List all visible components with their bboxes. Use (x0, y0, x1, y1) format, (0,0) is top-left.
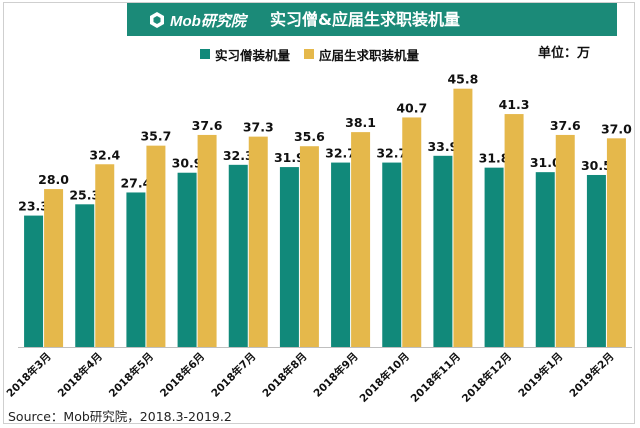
bar-series-2-12 (606, 138, 626, 347)
data-label-series-1-2: 25.3 (69, 187, 100, 202)
legend-label-series-1: 实习僧装机量 (215, 47, 291, 63)
bar-series-2-7 (351, 132, 371, 347)
brand-name: Mob研究院 (170, 12, 246, 30)
data-label-series-1-8: 32.7 (376, 146, 407, 161)
x-tick-label-9: 2018年11月 (408, 350, 463, 405)
bar-series-1-2 (75, 204, 95, 347)
data-label-series-2-7: 38.1 (345, 115, 376, 130)
data-label-series-1-4: 30.9 (172, 156, 203, 171)
bar-series-2-1 (44, 189, 64, 347)
bar-series-2-3 (146, 145, 166, 347)
bar-series-2-2 (95, 164, 115, 347)
data-label-series-1-10: 31.8 (479, 151, 510, 166)
legend-label-series-2: 应届生求职装机量 (319, 47, 420, 63)
bar-series-1-10 (484, 167, 504, 347)
data-label-series-2-10: 41.3 (499, 97, 530, 112)
data-label-series-2-4: 37.6 (192, 118, 223, 133)
mob-hexagon-logo-icon (150, 12, 164, 28)
x-tick-label-3: 2018年5月 (106, 350, 156, 400)
data-label-series-1-1: 23.3 (18, 199, 49, 214)
title-bar (127, 3, 617, 36)
x-tick-label-6: 2018年8月 (260, 350, 310, 400)
legend-swatch-series-2 (304, 49, 315, 59)
data-label-series-1-5: 32.3 (223, 148, 254, 163)
data-label-series-1-11: 31.0 (530, 155, 561, 170)
data-label-series-1-3: 27.4 (120, 175, 151, 190)
x-tick-label-5: 2018年7月 (208, 350, 258, 400)
x-tick-label-7: 2018年9月 (311, 350, 361, 400)
bar-series-1-5 (228, 164, 248, 347)
data-label-series-2-2: 32.4 (89, 147, 120, 162)
bar-series-2-8 (402, 117, 422, 348)
legend-swatch-series-1 (200, 49, 210, 59)
bar-series-1-6 (279, 167, 299, 347)
source-note: Source：Mob研究院，2018.3-2019.2 (8, 409, 232, 424)
unit-label: 单位：万 (538, 46, 591, 61)
x-tick-label-10: 2018年12月 (459, 350, 514, 405)
bar-series-1-1 (24, 215, 44, 347)
data-label-series-2-9: 45.8 (447, 72, 478, 87)
data-label-series-1-9: 33.9 (427, 139, 458, 154)
data-label-series-1-12: 30.5 (581, 158, 612, 173)
data-label-series-2-3: 35.7 (140, 129, 171, 144)
bar-series-2-4 (197, 134, 217, 347)
x-tick-label-1: 2018年3月 (4, 350, 54, 400)
data-label-series-1-7: 32.7 (325, 146, 356, 161)
brand-logo: Mob研究院 (148, 9, 246, 31)
data-label-series-2-6: 35.6 (294, 129, 325, 144)
chart-title: 实习僧&应届生求职装机量 (270, 10, 460, 29)
bar-series-2-11 (555, 134, 575, 347)
x-tick-label-2: 2018年4月 (55, 350, 105, 400)
bar-series-1-9 (433, 155, 453, 347)
x-tick-label-8: 2018年10月 (357, 350, 412, 405)
data-label-series-2-12: 37.0 (601, 121, 632, 136)
bar-series-1-11 (535, 172, 555, 347)
bar-series-1-8 (382, 162, 402, 347)
x-tick-label-12: 2019年2月 (567, 350, 617, 400)
data-label-series-2-1: 28.0 (38, 172, 69, 187)
data-label-series-2-8: 40.7 (396, 100, 427, 115)
bar-series-1-7 (331, 162, 351, 347)
x-tick-label-4: 2018年6月 (157, 350, 207, 400)
legend-item-series-1: 实习僧装机量 (200, 45, 290, 64)
bar-series-2-9 (453, 88, 473, 348)
bar-series-1-4 (177, 172, 197, 347)
legend-item-series-2: 应届生求职装机量 (304, 45, 419, 64)
data-label-series-2-11: 37.6 (550, 118, 581, 133)
bar-series-2-5 (248, 136, 268, 347)
bar-series-2-6 (299, 146, 319, 347)
chart-frame (3, 2, 635, 424)
bar-series-1-3 (126, 192, 146, 347)
bar-series-1-12 (586, 174, 606, 347)
legend: 实习僧装机量 应届生求职装机量 (200, 45, 425, 64)
x-tick-label-11: 2019年1月 (515, 350, 565, 400)
data-label-series-2-5: 37.3 (243, 120, 274, 135)
data-label-series-1-6: 31.9 (274, 150, 305, 165)
bar-series-2-10 (504, 114, 524, 348)
